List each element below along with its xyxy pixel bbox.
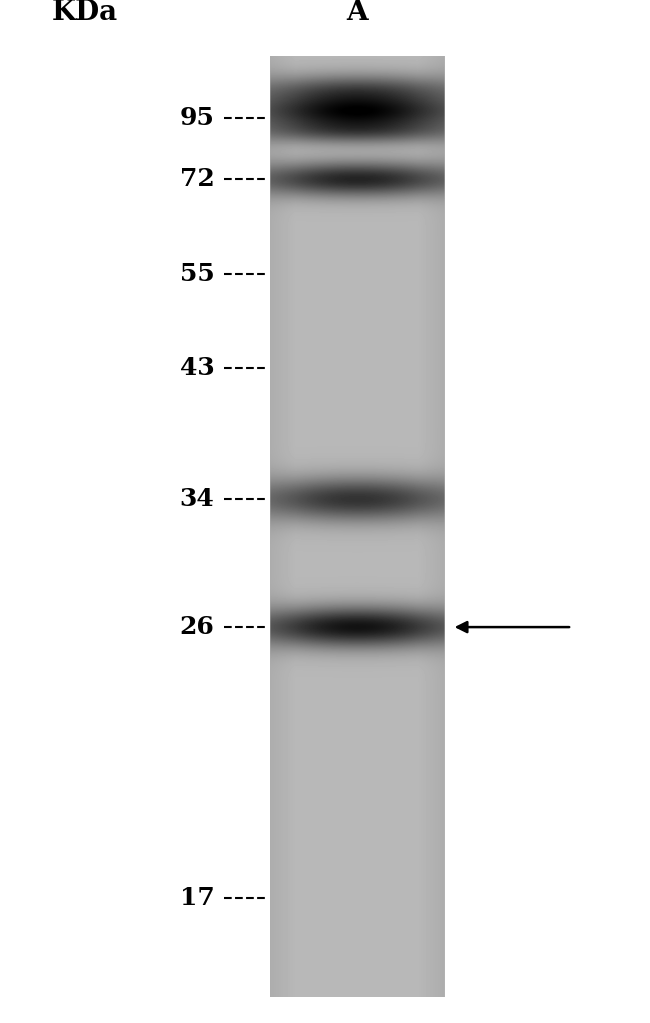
Bar	[270, 0, 445, 56]
Bar	[0, 0, 270, 1023]
Text: KDa: KDa	[51, 0, 118, 26]
Text: A: A	[346, 0, 369, 26]
Bar	[445, 0, 650, 1023]
Text: 43: 43	[180, 356, 214, 381]
Text: 55: 55	[180, 262, 214, 286]
Text: 72: 72	[180, 167, 214, 191]
Text: 34: 34	[180, 487, 214, 512]
Text: 17: 17	[180, 886, 214, 910]
Text: 26: 26	[180, 615, 214, 639]
Bar	[270, 997, 445, 1023]
Text: 95: 95	[179, 105, 214, 130]
